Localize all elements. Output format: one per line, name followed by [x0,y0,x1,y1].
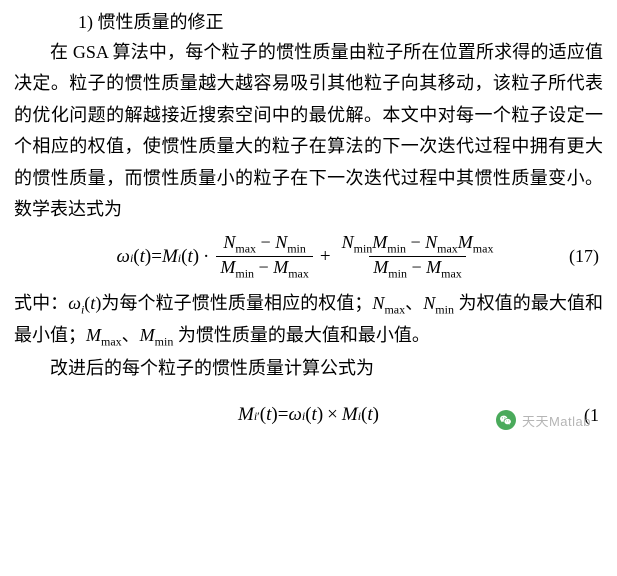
inline-omega: ωi(t) [68,293,101,313]
watermark: 天天Matlab [496,410,591,430]
paragraph-1: 在 GSA 算法中，每个粒子的惯性质量由粒子所在位置所求得的适应值决定。粒子的惯… [14,37,603,226]
watermark-text: 天天Matlab [522,411,591,430]
equation-18-body: Mi′(t)=ωi(t)×Mi(t) [238,404,379,426]
para2-prefix: 式中： [14,293,68,313]
inline-mmax: Mmax [86,325,122,345]
equation-17-number: (17) [569,246,599,267]
inline-nmax: Nmax [372,293,405,313]
para2-c: 为惯性质量的最大值和最小值。 [173,325,430,345]
section-heading: 1) 惯性质量的修正 [14,8,603,37]
para2-a: 为每个粒子惯性质量相应的权值； [101,293,372,313]
equation-17-frac1: Nmax − Nmin Mmin − Mmax [216,232,313,282]
equation-17-frac2: NminMmin − NmaxMmax Mmin − Mmax [338,232,498,282]
equation-17: ωi(t)=Mi(t)· Nmax − Nmin Mmin − Mmax + N… [14,232,603,282]
equation-18: Mi′(t)=ωi(t)×Mi(t) (1 天天Matlab [14,390,603,440]
inline-nmin: Nmin [423,293,454,313]
wechat-icon [496,410,516,430]
paragraph-3: 改进后的每个粒子的惯性质量计算公式为 [14,353,603,385]
paragraph-2: 式中：ωi(t)为每个粒子惯性质量相应的权值；Nmax、Nmin 为权值的最大值… [14,288,603,353]
inline-mmin: Mmin [140,325,174,345]
equation-17-body: ωi(t)=Mi(t)· Nmax − Nmin Mmin − Mmax + N… [117,232,501,282]
